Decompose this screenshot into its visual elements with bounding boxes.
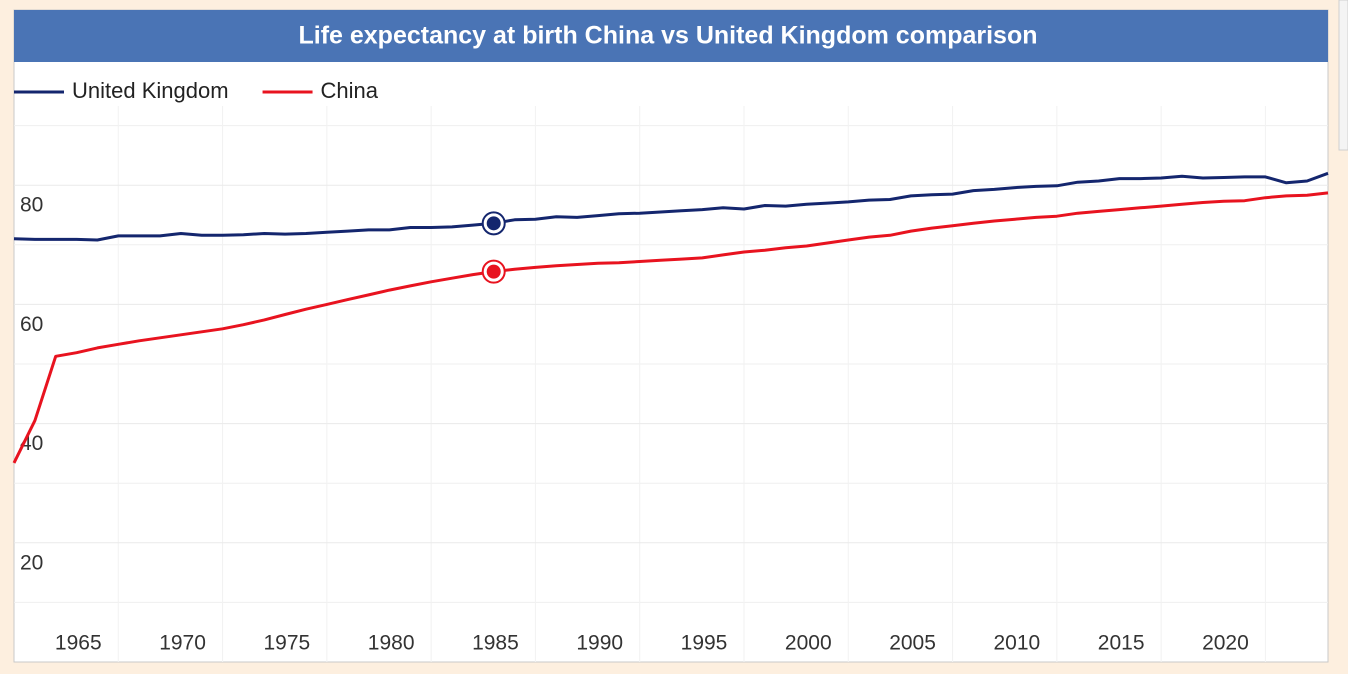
x-tick-label: 1990 [576,632,623,655]
y-tick-label: 20 [20,551,43,574]
scrollbar [1338,0,1348,151]
series-line [13,171,1329,242]
y-tick-label: 60 [20,313,43,336]
x-tick-label: 1975 [263,632,310,655]
x-tick-label: 2010 [993,632,1040,655]
x-tick-label: 2005 [889,632,936,655]
chart-panel [13,9,1329,663]
chart-title: Life expectancy at birth China vs United… [298,22,1037,50]
y-tick-label: 80 [20,194,43,217]
x-tick-label: 1965 [55,632,102,655]
legend-label: China [321,78,379,103]
x-tick-label: 1985 [472,632,519,655]
x-tick-label: 1980 [368,632,415,655]
x-tick-label: 2015 [1098,632,1145,655]
title-bar [14,10,1328,62]
x-tick-label: 2020 [1202,632,1249,655]
legend-label: United Kingdom [72,78,229,103]
x-tick-label: 2000 [785,632,832,655]
series-line [12,191,1329,464]
highlight-marker-dot [486,264,501,279]
x-tick-label: 1995 [681,632,728,655]
highlight-marker-dot [486,216,501,231]
x-tick-label: 1970 [159,632,206,655]
